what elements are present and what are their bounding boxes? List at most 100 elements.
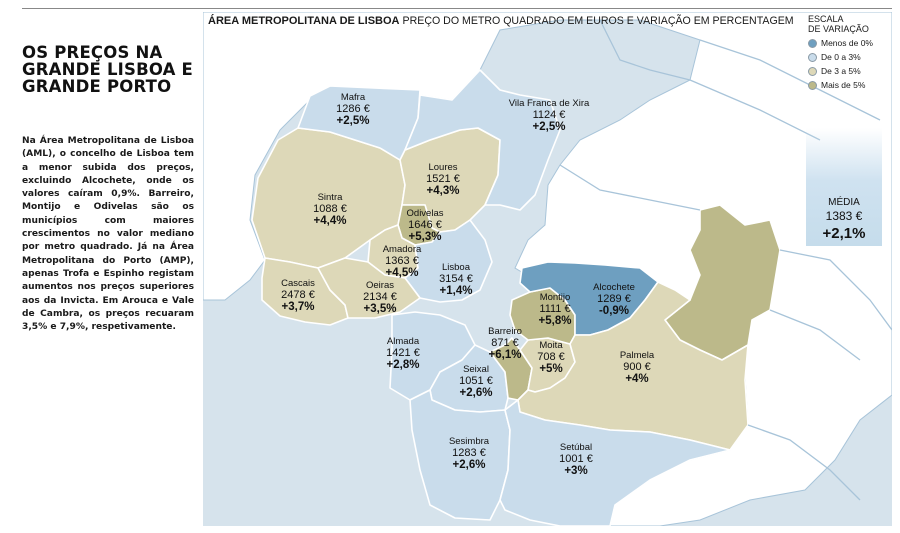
municipality-change: +5%	[539, 363, 563, 375]
headline: OS PREÇOS NA GRANDE LISBOA E GRANDE PORT…	[22, 43, 194, 96]
municipality-price: 2478 €	[281, 289, 315, 301]
municipality-name: Moita	[539, 340, 563, 351]
municipality-change: +4,5%	[385, 267, 419, 279]
municipality-change: +4,4%	[313, 215, 347, 227]
average-label: MÉDIA	[828, 197, 860, 208]
municipality-change: +5,8%	[538, 315, 572, 327]
municipality-name: Seixal	[463, 364, 489, 375]
municipality-price: 1283 €	[452, 447, 486, 459]
municipality-name: Alcochete	[593, 282, 635, 293]
municipality-name: Amadora	[382, 244, 422, 255]
municipality-price: 2134 €	[363, 291, 397, 303]
municipality-name: Odivelas	[406, 208, 444, 219]
municipality-name: Oeiras	[366, 280, 394, 291]
label-sintra: Sintra 1088 € +4,4%	[313, 192, 347, 227]
label-cascais: Cascais 2478 € +3,7%	[281, 278, 315, 313]
label-loures: Loures 1521 € +4,3%	[426, 162, 460, 197]
average-panel	[806, 128, 882, 246]
label-lisboa: Lisboa 3154 € +1,4%	[439, 262, 473, 297]
district-vfx	[404, 69, 561, 211]
body-text: Na Área Metropolitana de Lisboa (AML), o…	[22, 136, 194, 333]
legend-items: Menos de 0% De 0 a 3% De 3 a 5% Mais de …	[808, 38, 898, 90]
municipality-change: +2,6%	[452, 459, 486, 471]
legend-item-label: De 0 a 3%	[821, 52, 861, 62]
municipality-price: 1363 €	[385, 255, 419, 267]
map-subtitle: PREÇO DO METRO QUADRADO EM EUROS E VARIA…	[402, 15, 794, 27]
municipality-name: Sintra	[317, 192, 343, 203]
municipality-price: 1111 €	[539, 303, 571, 315]
outside-borders	[559, 19, 892, 501]
municipality-price: 1001 €	[559, 453, 593, 465]
municipality-price: 1521 €	[426, 173, 460, 185]
municipality-price: 1646 €	[408, 219, 442, 231]
municipality-change: +2,6%	[459, 387, 493, 399]
municipality-change: +4,3%	[426, 185, 460, 197]
district-oeiras	[317, 257, 421, 319]
legend-item-label: De 3 a 5%	[821, 66, 861, 76]
municipality-name: Sesimbra	[448, 436, 490, 447]
label-almada: Almada 1421 € +2,8%	[386, 336, 420, 371]
municipality-price: 871 €	[491, 337, 519, 349]
municipality-name: Setúbal	[559, 442, 593, 453]
legend-item-label: Mais de 5%	[821, 80, 866, 90]
municipality-change: +6,1%	[488, 349, 522, 361]
label-alcochete: Alcochete 1289 € -0,9%	[593, 282, 635, 317]
municipality-price: 708 €	[537, 351, 565, 363]
map-title: ÁREA METROPOLITANA DE LISBOA PREÇO DO ME…	[208, 14, 794, 28]
average-price: 1383 €	[825, 209, 863, 223]
municipality-price: 3154 €	[439, 273, 473, 285]
municipality-name: Vila Franca de Xira	[508, 98, 590, 109]
municipality-change: +2,8%	[386, 359, 420, 371]
average-change: +2,1%	[822, 225, 866, 242]
municipality-change: +1,4%	[439, 285, 473, 297]
label-sesimbra: Sesimbra 1283 € +2,6%	[449, 436, 489, 471]
legend-title-line1: ESCALA	[808, 14, 844, 24]
municipality-name: Montijo	[539, 292, 571, 303]
label-palmela: Palmela 900 € +4%	[620, 350, 654, 385]
label-mafra: Mafra 1286 € +2,5%	[336, 92, 370, 127]
legend-title-line2: DE VARIAÇÃO	[808, 24, 869, 34]
legend-item-de-3-5: De 3 a 5%	[808, 66, 898, 76]
municipality-name: Cascais	[281, 278, 315, 289]
municipality-name: Palmela	[619, 350, 655, 361]
municipality-name: Barreiro	[488, 326, 522, 337]
district-palmela	[517, 281, 749, 451]
municipality-change: +2,5%	[532, 121, 566, 133]
legend-item-label: Menos de 0%	[821, 38, 873, 48]
municipality-price: 1289 €	[597, 293, 631, 305]
label-seixal: Seixal 1051 € +2,6%	[459, 364, 493, 399]
legend-swatch	[808, 66, 817, 76]
municipality-price: 1124 €	[532, 109, 566, 121]
label-vila-franca-de-xira: Vila Franca de Xira 1124 € +2,5%	[509, 98, 590, 133]
label-amadora: Amadora 1363 € +4,5%	[383, 244, 422, 279]
label-barreiro: Barreiro 871 € +6,1%	[488, 326, 522, 361]
legend-swatch	[808, 52, 817, 62]
label-moita: Moita 708 € +5%	[537, 340, 565, 375]
map-title-main: ÁREA METROPOLITANA DE LISBOA	[208, 15, 400, 27]
municipality-change: +3,5%	[363, 303, 397, 315]
legend-item-menos-0: Menos de 0%	[808, 38, 898, 48]
district-setubal	[499, 399, 731, 526]
municipality-price: 1088 €	[313, 203, 347, 215]
municipality-change: -0,9%	[598, 305, 630, 317]
municipality-price: 1421 €	[386, 347, 420, 359]
label-setubal: Setúbal 1001 € +3%	[559, 442, 593, 477]
label-odivelas: Odivelas 1646 € +5,3%	[407, 208, 444, 243]
municipality-price: 1051 €	[459, 375, 493, 387]
legend-swatch	[808, 38, 817, 48]
municipality-name: Mafra	[340, 92, 366, 103]
top-rule	[22, 8, 892, 9]
legend-item-mais-5: Mais de 5%	[808, 80, 898, 90]
municipality-change: +2,5%	[336, 115, 370, 127]
municipality-change: +3%	[564, 465, 588, 477]
label-montijo: Montijo 1111 € +5,8%	[539, 292, 572, 327]
sidebar: OS PREÇOS NA GRANDE LISBOA E GRANDE PORT…	[22, 44, 194, 334]
municipality-name: Almada	[386, 336, 420, 347]
municipality-name: Loures	[428, 162, 458, 173]
municipality-price: 1286 €	[336, 103, 370, 115]
municipality-price: 900 €	[623, 361, 651, 373]
municipality-name: Lisboa	[442, 262, 470, 273]
municipality-change: +5,3%	[408, 231, 442, 243]
map-canvas	[203, 12, 892, 526]
municipality-change: +4%	[625, 373, 649, 385]
